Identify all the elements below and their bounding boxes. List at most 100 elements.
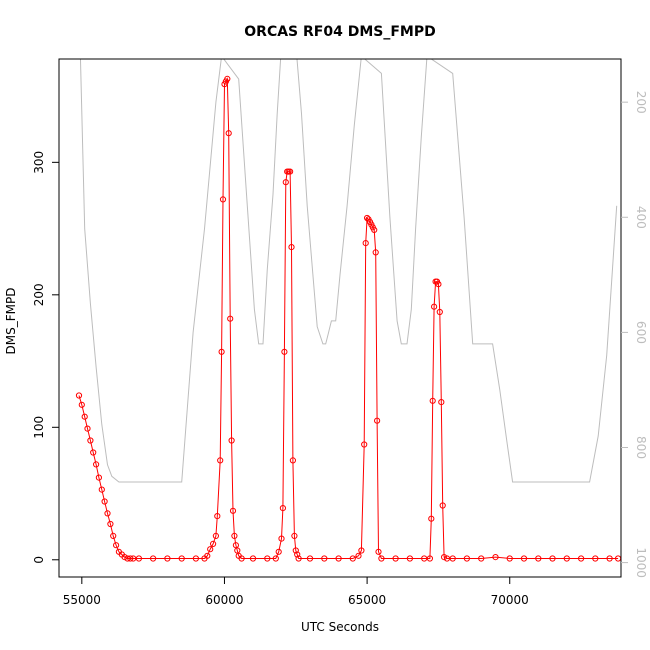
dms-point <box>217 457 224 464</box>
dms-point <box>289 457 296 464</box>
dms-point <box>227 315 234 322</box>
dms-point <box>606 555 613 562</box>
dms-point <box>306 555 314 562</box>
dms-point <box>278 535 285 542</box>
dms-point <box>435 281 442 288</box>
dms-point <box>93 461 100 468</box>
dms-point <box>321 555 328 562</box>
dms-point <box>535 555 542 562</box>
dms-point <box>207 546 214 553</box>
x-axis: 55000 60000 65000 70000 <box>63 576 529 607</box>
dms-point <box>364 214 371 222</box>
dms-point <box>372 249 379 256</box>
dms-point <box>121 554 128 561</box>
plot-frame <box>58 58 622 578</box>
dms-point <box>374 417 381 424</box>
dms-point <box>219 196 227 203</box>
dms-point <box>431 303 438 310</box>
dms-point <box>204 552 211 559</box>
x-tick-label: 55000 <box>63 593 101 607</box>
x-tick-label: 70000 <box>491 593 529 607</box>
right-axis: 200 400 600 800 1000 <box>621 91 648 578</box>
dms-point <box>238 555 245 562</box>
chart-title: ORCAS RF04 DMS_FMPD <box>244 24 435 40</box>
dms-point <box>210 540 217 548</box>
dms-point <box>335 555 342 562</box>
y-axis: 0 100 200 300 <box>32 151 59 564</box>
dms-point <box>275 548 282 555</box>
dms-point <box>492 554 499 561</box>
dms-point <box>428 515 435 522</box>
right-tick-label: 600 <box>634 321 648 344</box>
dms-point <box>282 179 289 186</box>
dms-point <box>87 437 94 444</box>
dms-point <box>441 554 448 561</box>
dms-point <box>563 555 570 562</box>
dms-point <box>392 555 399 562</box>
dms-point <box>288 244 295 251</box>
dms-point <box>104 510 111 517</box>
dms-point <box>549 555 556 562</box>
right-tick-label: 800 <box>634 436 648 459</box>
dms-point <box>98 486 105 493</box>
dms-point <box>225 130 232 137</box>
dms-point <box>294 551 301 558</box>
dms-point <box>272 555 279 562</box>
dms-point <box>113 542 120 549</box>
dms-series <box>75 75 622 562</box>
dms-point <box>578 555 585 562</box>
x-tick-label: 65000 <box>348 593 386 607</box>
dms-point <box>449 555 456 562</box>
dms-point <box>178 555 185 562</box>
right-tick-label: 1000 <box>634 547 648 578</box>
right-tick-label: 200 <box>634 91 648 114</box>
dms-point <box>292 547 299 554</box>
dms-point <box>231 532 238 540</box>
dms-point <box>506 555 513 562</box>
x-tick-label: 60000 <box>205 593 243 607</box>
dms-point <box>378 555 385 562</box>
dms-point <box>361 441 368 448</box>
dms-point <box>279 505 286 512</box>
dms-point <box>81 413 88 420</box>
dms-point <box>463 555 470 562</box>
dms-point <box>291 532 298 540</box>
dms-point <box>130 555 137 562</box>
dms-point <box>212 532 219 540</box>
dms-point <box>281 348 288 355</box>
y-axis-label: DMS_FMPD <box>4 288 18 355</box>
dms-point <box>438 399 445 406</box>
dms-point <box>406 555 413 562</box>
dms-point <box>218 348 225 355</box>
right-tick-label: 400 <box>634 206 648 229</box>
dms-point <box>164 555 171 562</box>
dms-point <box>355 552 362 559</box>
dms-point <box>135 555 142 562</box>
dms-point <box>295 555 302 562</box>
dms-point <box>429 397 436 404</box>
dms-point <box>107 520 114 528</box>
dms-point <box>287 168 294 175</box>
dms-point <box>478 555 485 562</box>
dms-point <box>426 555 433 562</box>
y-tick-label: 0 <box>32 556 46 564</box>
dms-point <box>229 507 237 514</box>
y-tick-label: 100 <box>32 416 46 439</box>
dms-point <box>127 555 134 562</box>
y-tick-label: 300 <box>32 151 46 174</box>
dms-point <box>375 548 382 555</box>
dms-point <box>439 502 446 509</box>
dms-point <box>224 75 231 83</box>
dms-point <box>75 392 83 399</box>
dms-line <box>78 77 619 559</box>
dms-point <box>249 555 257 562</box>
dms-point <box>362 240 369 247</box>
dms-point <box>101 498 108 505</box>
dms-point <box>214 513 221 520</box>
dms-point <box>349 555 356 562</box>
dms-point <box>110 532 117 540</box>
altitude-series <box>79 59 618 483</box>
dms-point <box>84 425 91 432</box>
dms-point <box>443 555 451 562</box>
dms-point <box>78 401 85 408</box>
